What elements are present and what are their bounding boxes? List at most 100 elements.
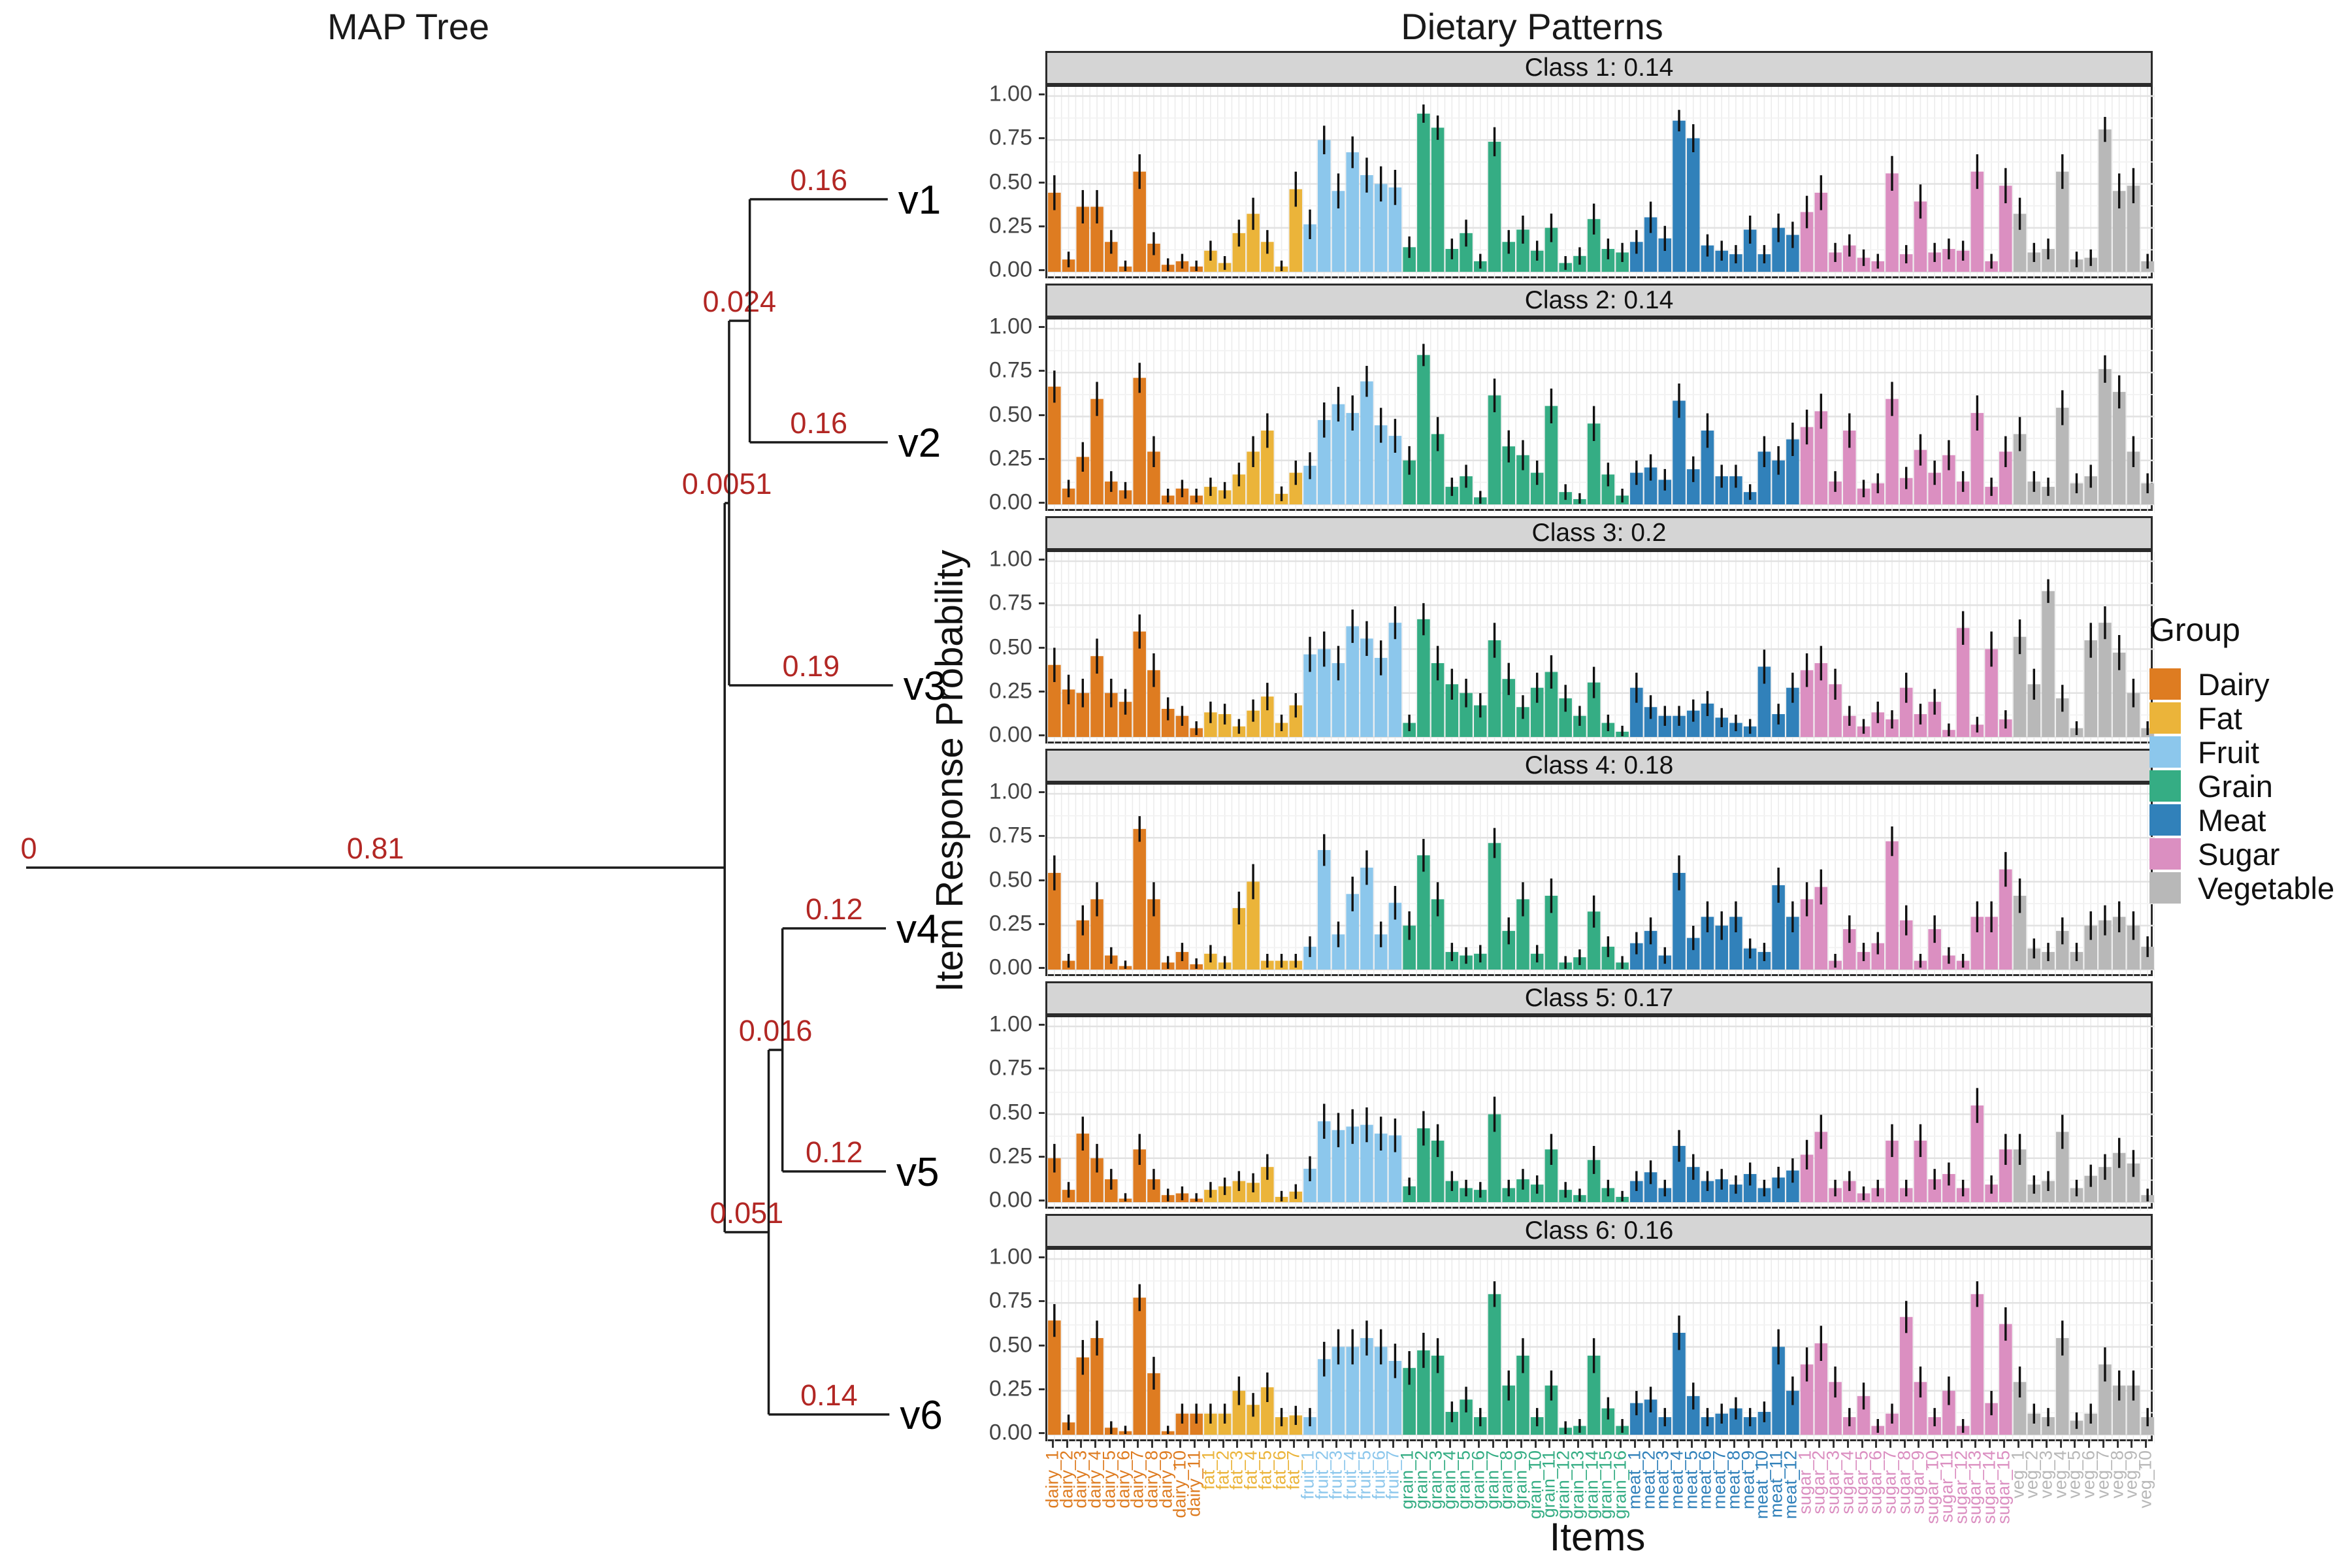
bar-fat_4: [1247, 881, 1260, 970]
facet-plot: [1045, 783, 2155, 978]
bar-fruit_3: [1331, 934, 1345, 970]
bar-grain_5: [1460, 476, 1473, 504]
bar-veg_6: [2084, 476, 2097, 504]
bar-dairy_3: [1076, 1134, 1090, 1202]
bar-grain_8: [1502, 1385, 1516, 1435]
branch-length-label: 0.016: [739, 1014, 813, 1047]
bar-sugar_14: [1985, 1403, 1998, 1435]
facet-strip: Class 1: 0.14: [1045, 51, 2153, 85]
bar-meat_2: [1644, 467, 1658, 504]
bar-grain_3: [1431, 1355, 1445, 1435]
bar-chart-svg: [1047, 552, 2155, 745]
bar-meat_6: [1701, 917, 1714, 970]
y-tick-mark: [1039, 791, 1045, 793]
bar-veg_8: [2112, 917, 2126, 970]
y-tick-label: 1.00: [988, 81, 1032, 106]
legend-label: Meat: [2198, 802, 2266, 838]
bar-veg_9: [2127, 451, 2140, 504]
x-tick-mark: [1833, 1441, 1835, 1448]
x-tick-mark: [1449, 1441, 1452, 1448]
x-tick-mark: [1932, 1441, 1935, 1448]
y-tick-mark: [1039, 502, 1045, 504]
x-tick-mark: [1236, 1441, 1239, 1448]
legend-entry-vegetable: Vegetable: [2149, 871, 2334, 906]
bar-sugar_2: [1814, 192, 1828, 272]
legend-label: Fat: [2198, 700, 2242, 736]
x-tick-mark: [2074, 1441, 2076, 1448]
bar-veg_4: [2055, 1338, 2069, 1435]
bar-fat_4: [1247, 1183, 1260, 1202]
bar-sugar_1: [1800, 212, 1814, 272]
bar-meat_2: [1644, 1172, 1658, 1202]
y-tick-mark: [1039, 967, 1045, 969]
bar-fruit_3: [1331, 191, 1345, 272]
y-tick-label: 1.00: [988, 779, 1032, 804]
y-tick-mark: [1039, 137, 1045, 140]
facet-strip-label: Class 1: 0.14: [1524, 54, 1674, 82]
y-tick-label: 0.25: [988, 213, 1032, 238]
x-tick-mark: [2131, 1441, 2133, 1448]
bar-sugar_1: [1800, 1154, 1814, 1202]
branch-length-label: 0.19: [783, 649, 840, 683]
bar-veg_7: [2099, 368, 2112, 504]
facet-plot: [1045, 1248, 2155, 1443]
bar-fruit_4: [1346, 894, 1359, 970]
bar-sugar_10: [1928, 929, 1941, 970]
facet-strip-label: Class 2: 0.14: [1524, 286, 1674, 314]
x-tick-mark: [1264, 1441, 1267, 1448]
y-tick-label: 0.00: [988, 489, 1032, 515]
y-tick-mark: [1039, 646, 1045, 649]
bar-dairy_8: [1147, 1179, 1160, 1202]
bar-meat_2: [1644, 707, 1658, 737]
bar-meat_11: [1772, 1177, 1785, 1202]
bar-grain_8: [1502, 242, 1516, 272]
x-tick-mark: [1335, 1441, 1338, 1448]
x-tick-mark: [2145, 1441, 2148, 1448]
bar-fat_7: [1289, 1415, 1303, 1435]
dietary-patterns-title: Dietary Patterns: [1401, 6, 1663, 47]
bar-fat_5: [1261, 1387, 1274, 1435]
bar-meat_7: [1715, 476, 1728, 504]
bar-dairy_1: [1048, 1158, 1061, 1202]
bar-sugar_1: [1800, 1364, 1814, 1435]
bar-fruit_7: [1388, 1361, 1402, 1435]
x-tick-mark: [1747, 1441, 1750, 1448]
bar-grain_11: [1544, 672, 1558, 737]
bar-meat_11: [1772, 227, 1785, 272]
bar-dairy_5: [1105, 242, 1118, 272]
bar-grain_7: [1488, 141, 1501, 272]
bar-sugar_15: [1999, 869, 2012, 970]
bar-grain_4: [1445, 1181, 1459, 1202]
bar-meat_11: [1772, 460, 1785, 504]
bar-fat_3: [1232, 1181, 1246, 1202]
y-tick-mark: [1039, 269, 1045, 271]
bar-meat_12: [1786, 1390, 1799, 1435]
bar-sugar_4: [1843, 1181, 1856, 1202]
bar-grain_8: [1502, 930, 1516, 970]
bar-dairy_3: [1076, 457, 1090, 504]
bar-sugar_4: [1843, 929, 1856, 970]
x-tick-mark: [1861, 1441, 1863, 1448]
bar-meat_7: [1715, 925, 1728, 970]
bar-meat_10: [1757, 451, 1771, 504]
x-tick-mark: [1776, 1441, 1778, 1448]
bar-sugar_13: [1970, 1105, 1984, 1202]
bar-grain_1: [1403, 925, 1416, 970]
y-tick-mark: [1039, 1068, 1045, 1070]
bar-grain_15: [1601, 474, 1615, 504]
bar-dairy_4: [1090, 1338, 1103, 1435]
bar-grain_3: [1431, 434, 1445, 504]
bar-fruit_4: [1346, 1126, 1359, 1202]
bar-grain_1: [1403, 247, 1416, 272]
bar-sugar_3: [1829, 684, 1842, 737]
bar-fruit_2: [1317, 1359, 1331, 1435]
bar-fat_4: [1247, 451, 1260, 504]
y-tick-mark: [1039, 835, 1045, 838]
x-tick-mark: [1350, 1441, 1352, 1448]
bar-grain_5: [1460, 693, 1473, 737]
bar-meat_2: [1644, 930, 1658, 970]
bar-meat_7: [1715, 717, 1728, 737]
bar-dairy_8: [1147, 1373, 1160, 1435]
bar-fat_2: [1218, 714, 1232, 737]
y-tick-mark: [1039, 1200, 1045, 1201]
